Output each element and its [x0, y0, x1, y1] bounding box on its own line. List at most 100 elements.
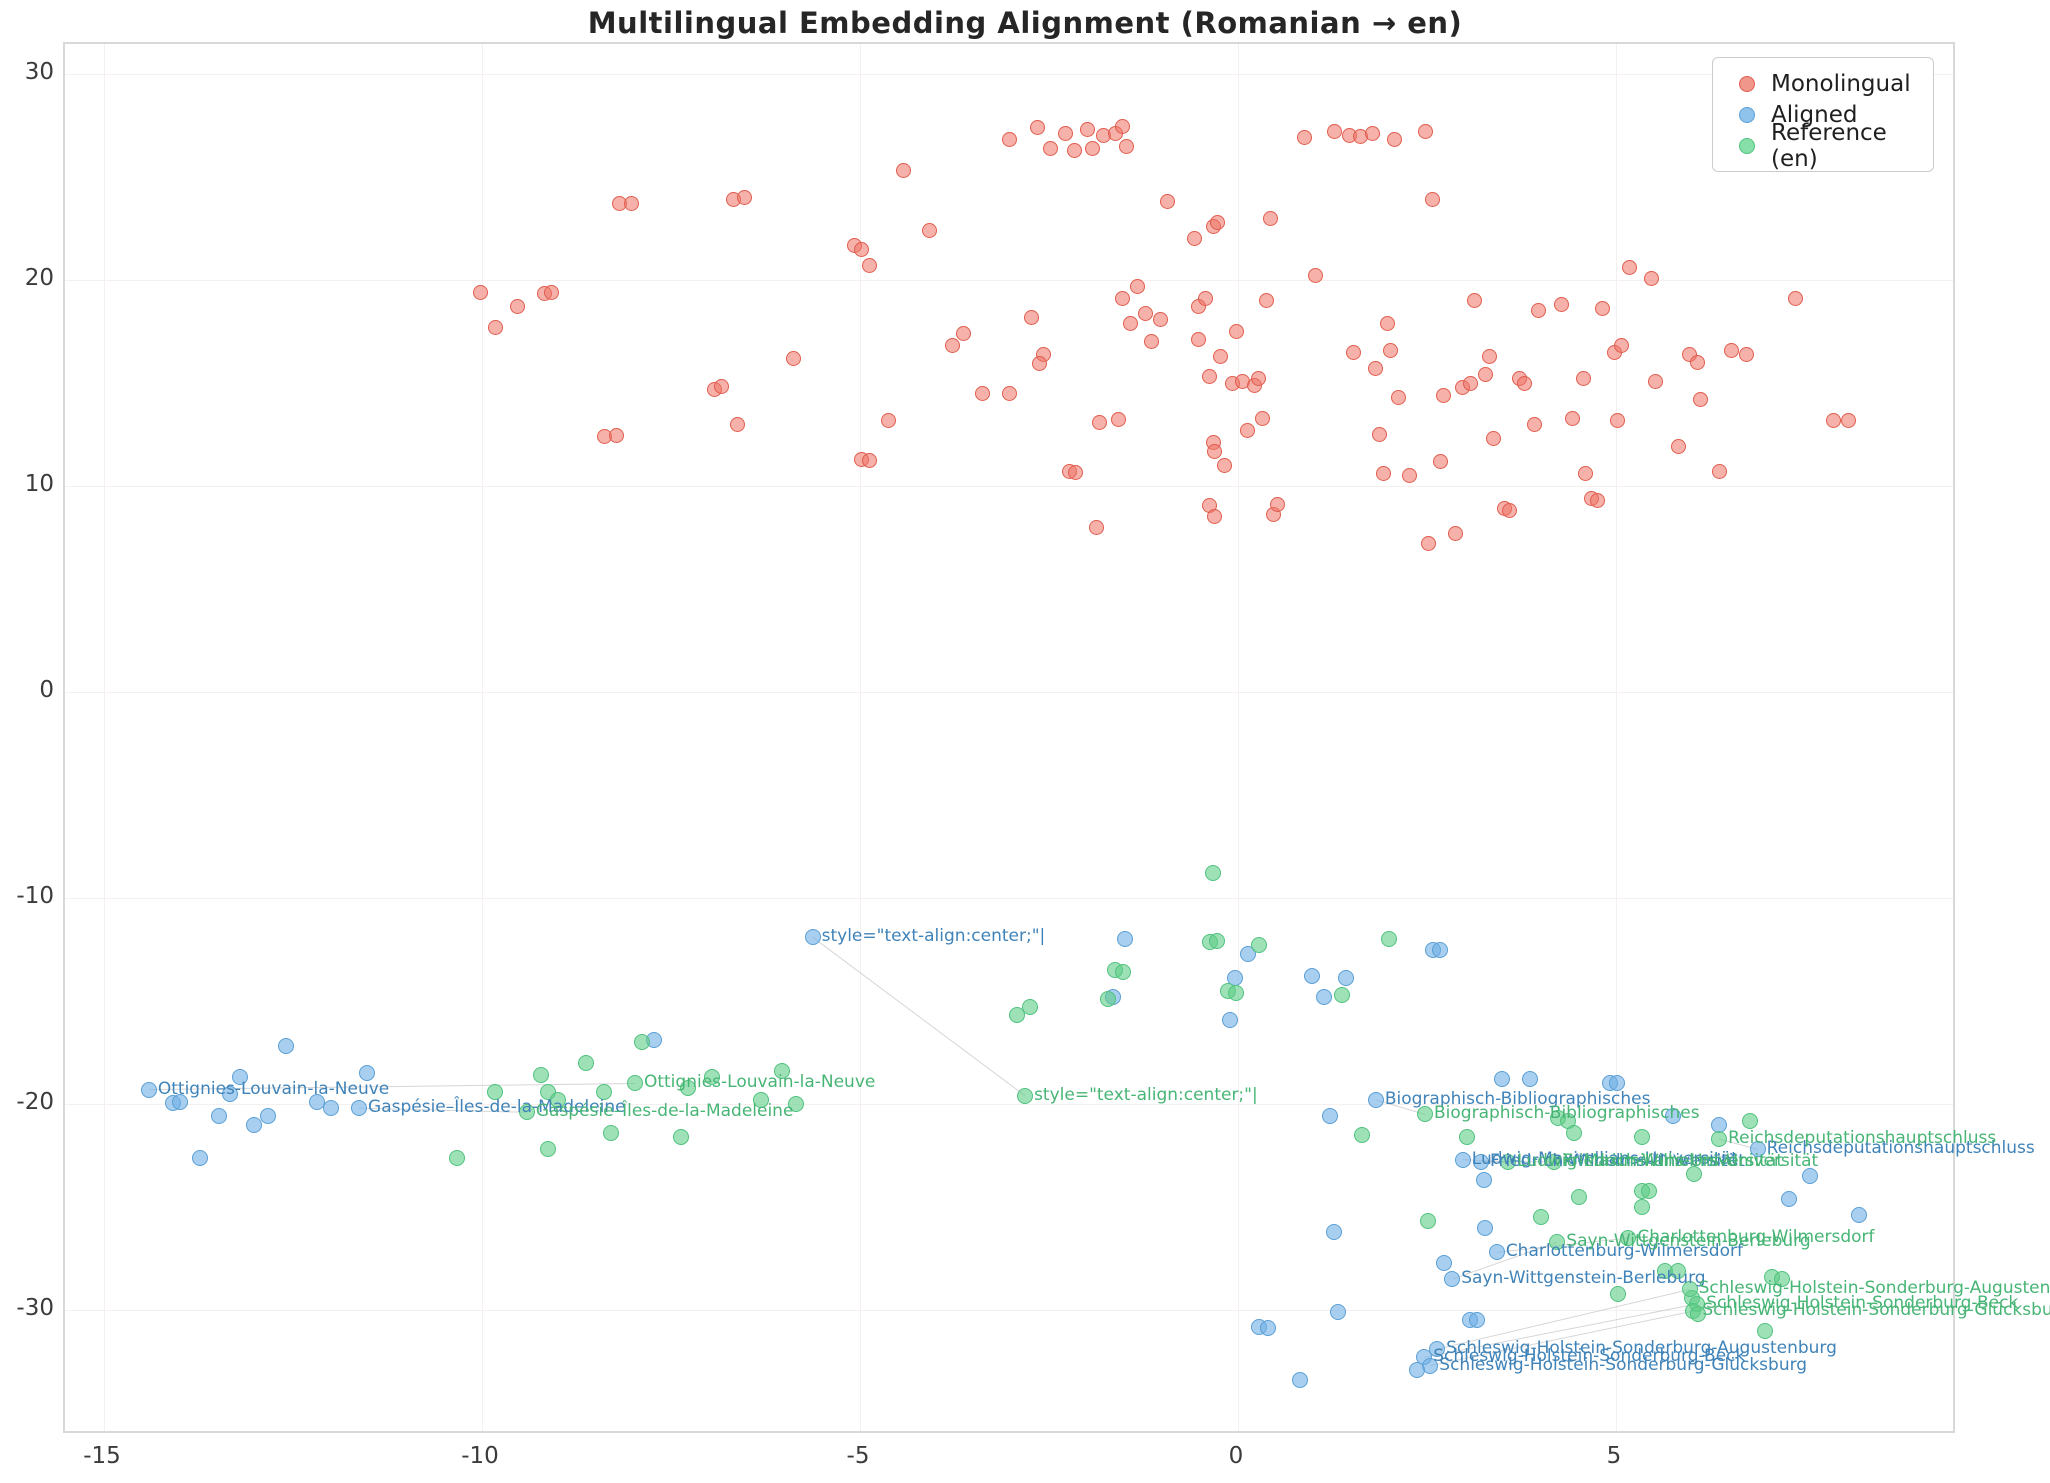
point-label: style="text-align:center;"|	[821, 926, 1046, 947]
data-point-reference-en	[1114, 964, 1131, 981]
data-point-reference-en	[1571, 1188, 1588, 1205]
data-point-reference-en	[1209, 933, 1226, 950]
data-point-aligned	[1408, 1361, 1425, 1378]
y-tick-label: 0	[39, 677, 54, 703]
data-point-aligned	[1432, 941, 1449, 958]
data-point-aligned	[1469, 1312, 1486, 1329]
data-point-reference-en	[577, 1054, 594, 1071]
data-point-monolingual	[1202, 369, 1218, 385]
point-label: Biographisch-Bibliographisches	[1384, 1088, 1651, 1109]
data-point-aligned	[1292, 1372, 1309, 1389]
legend-item: Monolingual	[1725, 68, 1919, 99]
data-point-monolingual	[510, 299, 526, 315]
y-tick-label: -20	[16, 1089, 54, 1115]
data-point-reference-en	[1670, 1262, 1687, 1279]
data-point-monolingual	[1364, 126, 1380, 142]
data-point-aligned	[1472, 1153, 1489, 1170]
data-point-aligned	[277, 1038, 294, 1055]
data-point-monolingual	[1186, 231, 1202, 247]
legend: Monolingual Aligned Reference (en)	[1712, 57, 1934, 172]
data-point-aligned	[1221, 1011, 1238, 1028]
data-point-monolingual	[1387, 132, 1403, 148]
data-point-monolingual	[623, 196, 639, 212]
data-point-monolingual	[714, 378, 730, 394]
point-label: Sayn-Wittgenstein-Berleburg	[1461, 1268, 1706, 1289]
data-point-aligned	[221, 1085, 238, 1102]
data-point-reference-en	[1417, 1106, 1433, 1123]
data-point-reference-en	[1633, 1129, 1650, 1146]
point-label: Schleswig-Holstein-Sonderburg-Glücksburg	[1702, 1300, 2050, 1321]
data-point-reference-en	[518, 1104, 535, 1121]
point-label: Ottignies-Louvain-la-Neuve	[643, 1072, 876, 1093]
data-point-monolingual	[1576, 371, 1592, 387]
x-tick-label: 5	[1606, 1443, 1622, 1469]
data-point-monolingual	[1421, 536, 1437, 552]
data-point-reference-en	[1686, 1166, 1703, 1183]
data-point-monolingual	[729, 416, 745, 432]
data-point-monolingual	[1001, 132, 1017, 148]
data-point-monolingual	[1001, 385, 1017, 401]
data-point-reference-en	[1681, 1281, 1698, 1298]
data-point-monolingual	[1217, 457, 1233, 473]
data-point-aligned	[1444, 1271, 1461, 1288]
data-point-monolingual	[608, 428, 624, 444]
data-point-reference-en	[1228, 984, 1244, 1001]
data-point-monolingual	[544, 284, 560, 300]
data-point-monolingual	[1190, 332, 1206, 348]
data-point-monolingual	[1345, 344, 1361, 360]
data-point-monolingual	[472, 284, 488, 300]
data-point-aligned	[1326, 1223, 1343, 1240]
data-point-monolingual	[1614, 338, 1630, 354]
data-point-aligned	[245, 1116, 262, 1133]
data-point-reference-en	[449, 1149, 466, 1166]
data-point-monolingual	[1092, 414, 1108, 430]
data-point-monolingual	[1417, 124, 1433, 140]
data-point-monolingual	[1228, 324, 1244, 340]
data-point-reference-en	[1549, 1234, 1566, 1251]
point-label: Friedrich-Wilhelms-Universität	[1563, 1150, 1819, 1171]
data-point-reference-en	[1017, 1087, 1034, 1104]
data-point-monolingual	[487, 319, 503, 335]
point-label: Sayn-Wittgenstein-Berleburg	[1566, 1231, 1811, 1252]
legend-item: Reference (en)	[1725, 120, 1919, 172]
legend-marker-icon	[1739, 137, 1755, 154]
data-point-aligned	[351, 1100, 368, 1117]
legend-marker-icon	[1739, 75, 1755, 92]
legend-marker-icon	[1739, 106, 1755, 123]
data-point-monolingual	[1258, 293, 1274, 309]
data-point-aligned	[1475, 1172, 1492, 1189]
data-point-monolingual	[1307, 268, 1323, 284]
point-label: Reichsdeputationshauptschluss	[1766, 1138, 2035, 1159]
data-point-reference-en	[704, 1069, 721, 1086]
x-gridline	[1238, 44, 1239, 1431]
data-point-monolingual	[1477, 367, 1493, 383]
data-point-monolingual	[1375, 466, 1391, 482]
data-point-monolingual	[1143, 334, 1159, 350]
data-point-aligned	[192, 1149, 209, 1166]
data-point-aligned	[1303, 968, 1320, 985]
data-point-aligned	[1522, 1071, 1539, 1088]
data-point-monolingual	[1621, 260, 1637, 276]
data-point-aligned	[1609, 1075, 1626, 1092]
point-label: Charlottenburg-Wilmersdorf	[1637, 1226, 1875, 1247]
data-point-monolingual	[1080, 122, 1096, 138]
data-point-aligned	[1429, 1341, 1446, 1358]
x-tick-label: 0	[1228, 1443, 1244, 1469]
data-point-reference-en	[1620, 1229, 1637, 1246]
point-label: Schleswig-Holstein-Sonderburg-Augustenbu…	[1446, 1338, 1837, 1359]
data-point-monolingual	[1644, 270, 1660, 286]
data-point-aligned	[140, 1081, 157, 1098]
data-point-reference-en	[633, 1034, 650, 1051]
x-gridline	[482, 44, 483, 1431]
data-point-reference-en	[1381, 931, 1398, 948]
data-point-monolingual	[1595, 301, 1611, 317]
data-point-monolingual	[1130, 278, 1146, 294]
data-point-aligned	[1749, 1141, 1766, 1158]
data-point-reference-en	[1459, 1129, 1476, 1146]
data-point-monolingual	[945, 338, 960, 354]
data-point-monolingual	[1466, 293, 1482, 309]
data-point-monolingual	[1723, 342, 1739, 358]
data-point-monolingual	[1502, 503, 1518, 519]
data-point-aligned	[1259, 1319, 1276, 1336]
data-point-aligned	[804, 929, 821, 946]
